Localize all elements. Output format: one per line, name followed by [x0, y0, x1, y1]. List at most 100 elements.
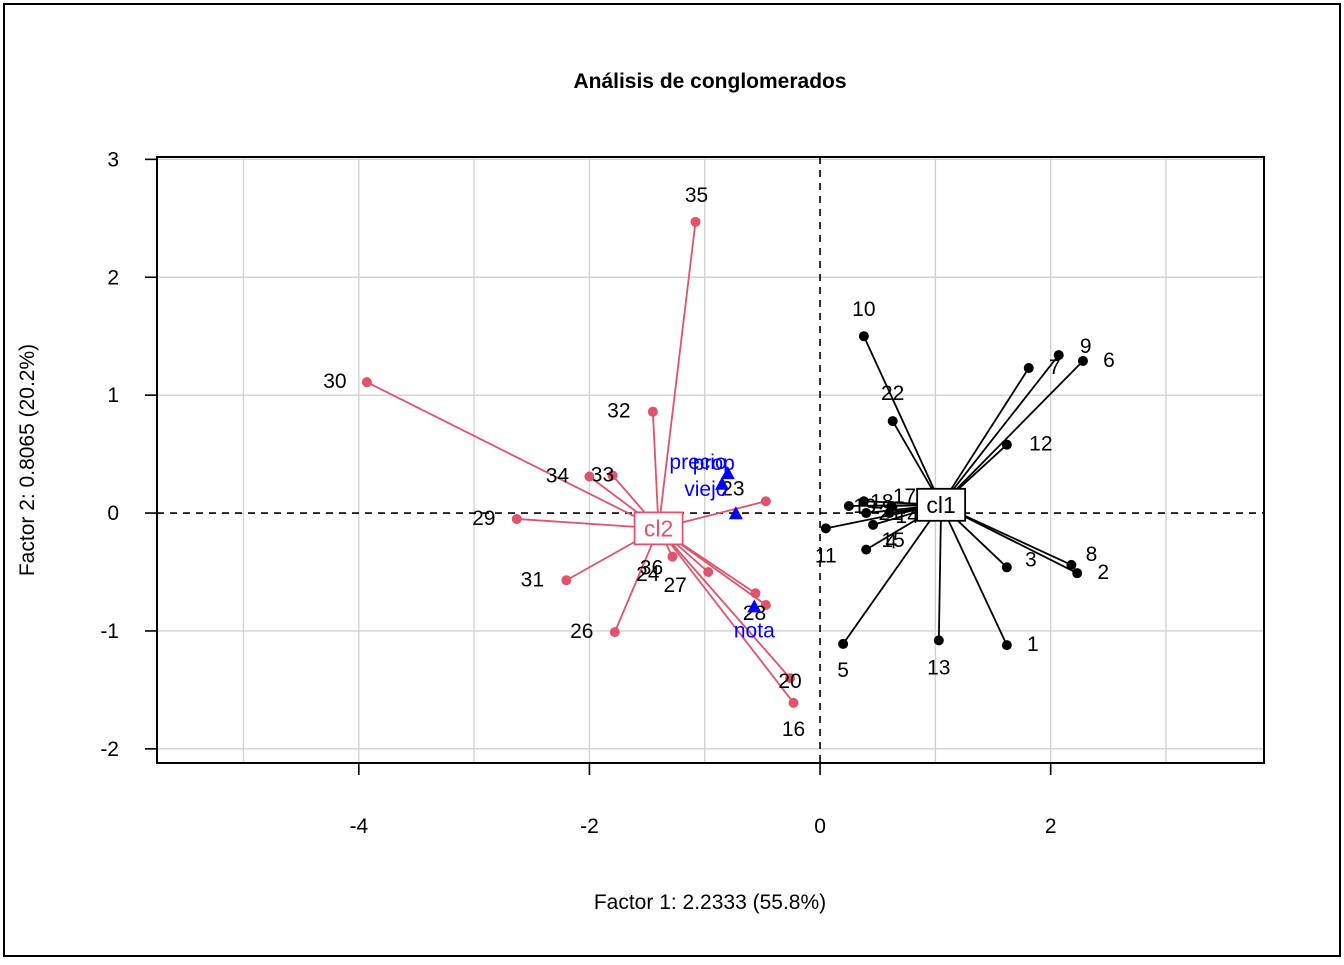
point-label-obs-21: 21	[878, 502, 901, 525]
point-label-obs-5: 5	[837, 659, 849, 682]
segment-cl1-obs-9	[940, 354, 1060, 506]
point-cl1-obs-21	[861, 508, 872, 519]
point-label-obs-29: 29	[472, 507, 495, 530]
point-label-obs-35: 35	[685, 184, 708, 207]
segment-cl2-obs-30	[366, 381, 660, 530]
x-tick-label: -4	[349, 815, 368, 838]
point-label-obs-31: 31	[521, 568, 544, 591]
point-cl2-obs-20	[785, 673, 796, 684]
segment-cl2-obs-35	[657, 221, 697, 529]
point-cl1-obs-9	[1053, 350, 1064, 361]
point-cl2-obs-32	[647, 406, 658, 417]
point-label-obs-2: 2	[1097, 561, 1109, 584]
point-label-obs-7: 7	[1049, 356, 1061, 379]
figure-frame	[3, 3, 1341, 957]
segment-cl1-obs-13	[937, 504, 943, 641]
cluster-centroids: cl1 cl2	[633, 487, 967, 546]
point-cl1-obs-17	[886, 500, 897, 511]
point-cl1-obs-10	[858, 331, 869, 342]
point-label-obs-34: 34	[546, 465, 570, 488]
variable-label-viejo: viejo	[684, 478, 727, 501]
point-label-obs-17: 17	[893, 485, 916, 508]
point-cl2-obs-23	[760, 496, 771, 507]
grid	[157, 157, 1264, 763]
point-cl1-obs-2	[1072, 568, 1083, 579]
variable-marker-precio	[715, 476, 730, 490]
observation-points: 1234567891011121314151718192122251620232…	[323, 184, 1115, 741]
point-label-obs-8: 8	[1086, 543, 1098, 566]
variable-marker-nota	[747, 599, 762, 613]
point-label-obs-33: 33	[591, 463, 614, 486]
point-cl1-obs-12	[1001, 439, 1012, 450]
point-cl2-obs-16	[788, 697, 799, 708]
y-tick-label: 0	[107, 502, 119, 525]
point-label-obs-9: 9	[1080, 335, 1092, 358]
point-label-obs-13: 13	[927, 656, 950, 679]
point-cl2-obs-33	[607, 470, 618, 481]
plot-box	[156, 156, 1265, 764]
point-label-obs-10: 10	[852, 298, 875, 321]
y-tick-label: 2	[107, 266, 119, 289]
x-tick-label: 0	[814, 815, 826, 838]
segment-cl2-obs-16	[657, 527, 795, 704]
point-cl1-obs-18	[858, 496, 869, 507]
point-cl1-obs-6	[1077, 355, 1088, 366]
x-axis-title: Factor 1: 2.2333 (55.8%)	[594, 891, 826, 914]
centroid-label-cl2: cl2	[644, 515, 673, 541]
point-cl1-obs-4	[861, 544, 872, 555]
point-cl1-obs-7	[1023, 363, 1034, 374]
segment-cl2-obs-32	[651, 411, 660, 529]
segment-cl1-obs-1	[940, 504, 1008, 646]
y-tick-label: -2	[100, 738, 119, 761]
segment-cl1-obs-7	[940, 367, 1030, 506]
point-cl1-obs-3	[1001, 562, 1012, 573]
point-cl2-obs-36	[667, 551, 678, 562]
point-cl2-obs-31	[561, 575, 572, 586]
point-cl1-obs-5	[838, 638, 849, 649]
centroid-box-cl2	[633, 511, 684, 546]
zero-reference-lines	[157, 157, 1264, 763]
point-label-obs-30: 30	[323, 370, 346, 393]
segment-cl1-obs-5	[842, 504, 942, 645]
point-cl2-obs-35	[690, 216, 701, 227]
point-cl2-obs-28	[750, 588, 761, 599]
segment-cl1-obs-6	[940, 360, 1084, 506]
point-cl1-obs-11	[820, 523, 831, 534]
y-axis-title: Factor 2: 0.8065 (20.2%)	[16, 344, 39, 576]
x-tick-label: -2	[580, 815, 599, 838]
y-tick-label: 3	[107, 148, 119, 171]
point-label-obs-15: 15	[881, 529, 904, 552]
x-tick-label: 2	[1045, 815, 1057, 838]
variable-label-precio: precio	[669, 451, 726, 474]
point-cl1-obs-1	[1001, 640, 1012, 651]
point-cl2-obs-24	[760, 600, 771, 611]
point-cl1-obs-19	[843, 500, 854, 511]
point-label-obs-26: 26	[570, 620, 593, 643]
chart-title: Análisis de conglomerados	[573, 70, 846, 93]
point-cl1-obs-15	[868, 519, 879, 530]
point-label-obs-16: 16	[782, 718, 805, 741]
point-label-obs-27: 27	[664, 574, 687, 597]
point-label-obs-28: 28	[743, 602, 766, 625]
point-cl1-obs-8	[1066, 559, 1077, 570]
point-label-obs-11: 11	[815, 544, 837, 567]
point-label-obs-20: 20	[778, 670, 801, 693]
y-tick-label: -1	[100, 620, 119, 643]
point-label-obs-14: 14	[896, 505, 920, 528]
segment-cl1-obs-10	[863, 335, 942, 506]
point-label-obs-3: 3	[1025, 548, 1037, 571]
variable-label-prop: prop	[693, 452, 735, 475]
centroid-box-cl1	[916, 487, 967, 522]
y-tick-label: 1	[107, 384, 119, 407]
point-label-obs-12: 12	[1029, 433, 1052, 456]
variable-marker-viejo	[728, 506, 743, 520]
point-label-obs-22: 22	[881, 382, 904, 405]
point-cl1-obs-22	[887, 416, 898, 427]
point-label-obs-24: 24	[636, 563, 660, 586]
variable-label-nota: nota	[734, 619, 775, 642]
point-label-obs-36: 36	[640, 557, 663, 580]
point-cl1-obs-13	[933, 635, 944, 646]
